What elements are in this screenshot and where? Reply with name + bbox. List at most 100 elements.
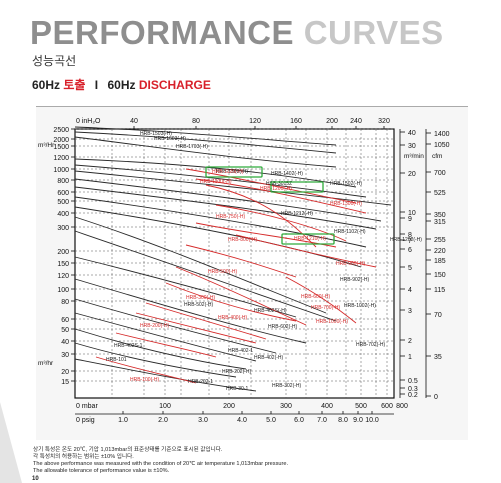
bottom-psig-label: 1.0 [118, 417, 128, 424]
black-pump-curve [74, 178, 382, 222]
black-curve-label: HRB-1102(-H) [334, 229, 366, 235]
top-axis-label: 40 [130, 118, 138, 125]
right-axis-a-unit: m³/min [404, 153, 424, 160]
red-curve-label: HRB-1000(-H) [316, 319, 348, 325]
left-axis-label: 1000 [53, 167, 69, 174]
red-pump-curve [115, 332, 217, 358]
left-axis-label: 30 [61, 352, 69, 359]
right-axis-b-unit: cfm [432, 153, 442, 160]
black-pump-curve [74, 230, 337, 322]
black-pump-curve [74, 196, 367, 248]
red-curve-label: HRB-1300(-H) [330, 201, 362, 207]
left-axis-label: 200 [57, 249, 69, 256]
title-main: PERFORMANCE [30, 14, 295, 51]
bottom-psig-label: 4.0 [237, 417, 247, 424]
right-axis-a-label: 6 [408, 247, 412, 254]
hz-separator: I [94, 78, 99, 92]
black-curve-label: HRB-1212(-H) [281, 211, 313, 217]
left-axis-label: 2500 [53, 127, 69, 134]
black-curve-label: HRB-1202(-H) [390, 237, 422, 243]
black-pump-curve [74, 126, 337, 146]
bottom-mbar-prefix: 0 mbar [76, 403, 98, 410]
right-axis-a-label: 30 [408, 143, 416, 150]
left-axis-label: 100 [57, 287, 69, 294]
black-curve-label: HRB-402S-1 [114, 343, 143, 349]
black-curve-label: HRB-902(-H) [340, 277, 370, 283]
footnote-en-2: The allowable tolerance of performance v… [33, 467, 170, 474]
red-pump-curve [185, 168, 357, 204]
highlight-box [270, 181, 324, 193]
right-axis-b-label: 315 [434, 219, 446, 226]
page-number: 10 [32, 476, 39, 482]
right-axis-a-label: 4 [408, 287, 412, 294]
page-corner-decoration [0, 402, 22, 483]
red-pump-curve [215, 204, 347, 242]
red-pump-curve [285, 276, 357, 324]
left-axis-label: 1200 [53, 155, 69, 162]
black-curve-label: HRB-1703(-H) [176, 144, 208, 150]
left-axis-label: 1500 [53, 144, 69, 151]
red-curve-label: HRB-1120(-H) [212, 169, 244, 175]
top-axis-label: 320 [378, 118, 390, 125]
red-curve-label: HRB-400(-H) [218, 315, 248, 321]
bottom-psig-label: 10.0 [365, 417, 379, 424]
right-axis-b-label: 35 [434, 354, 442, 361]
footnote-en-1: The above performance was measured with … [33, 460, 289, 467]
right-axis-b-label: 220 [434, 248, 446, 255]
left-axis-label: 500 [57, 199, 69, 206]
hz-right: 60Hz [107, 78, 136, 92]
red-curve-label: HRB-500(-H) [208, 269, 238, 275]
black-curve-label: HRB-1002(-H) [344, 303, 376, 309]
hz-right-red: DISCHARGE [138, 78, 211, 92]
right-axis-b-label: 115 [434, 287, 445, 294]
red-curve-label: HRB-800(-H) [228, 237, 258, 243]
right-axis-a-label: 2 [408, 338, 412, 345]
black-curve-label: HRB-502(-H) [184, 302, 214, 308]
bottom-psig-label: 5.0 [266, 417, 276, 424]
highlight-box [281, 233, 335, 245]
top-axis-label: 200 [326, 118, 338, 125]
black-pump-curve [74, 158, 357, 188]
left-axis-label: 600 [57, 190, 69, 197]
top-axis-label: 120 [249, 118, 261, 125]
right-axis-b-label: 150 [434, 272, 446, 279]
black-pump-curve [74, 278, 307, 344]
right-axis-a-label: 7 [408, 238, 412, 245]
bottom-mbar-label: 100 [159, 403, 171, 410]
right-axis-b-label: 70 [434, 312, 442, 319]
red-curve-label: HRB-300(-H) [186, 295, 216, 301]
left-axis-label: 2000 [53, 137, 69, 144]
right-axis-a-label: 1 [408, 354, 412, 361]
right-axis-a-label: 8 [408, 232, 412, 239]
black-pump-curve [74, 328, 247, 370]
black-curve-label: HRB-402(-H) [254, 355, 284, 361]
page-subtitle: 성능곡선 [32, 54, 77, 68]
chart-panel: 2500 2000 1500 1200 1000 800 600 500 400 300 200 15… [36, 106, 468, 440]
black-curve-label: HSB-3015Z [266, 181, 292, 187]
bottom-psig-label: 8.0 [338, 417, 348, 424]
right-axis-b-label: 350 [434, 212, 446, 219]
left-axis-label: 150 [57, 261, 69, 268]
title-accent: CURVES [303, 14, 444, 51]
left-axis-label: 60 [61, 317, 69, 324]
red-curve-label: HRB-100(-H) [130, 377, 160, 383]
right-axis-b-label: 1400 [434, 131, 450, 138]
bottom-psig-prefix: 0 psig [76, 417, 95, 424]
bottom-psig-label: 9.0 [353, 417, 363, 424]
highlight-box [205, 166, 263, 178]
right-axis-a-label: 10 [408, 210, 416, 217]
black-pump-curve [74, 312, 257, 362]
top-axis-label: 80 [192, 118, 200, 125]
left-axis-unit: m³/hr [38, 360, 54, 367]
performance-chart: 2500200015001200100080060050040030020015… [38, 118, 450, 424]
black-curve-label: HRB-1402(-H) [271, 171, 303, 177]
right-axis-b-label: 1050 [434, 142, 450, 149]
right-axis-a-label: 20 [408, 171, 416, 178]
black-curve-label: HRB-302(-H) [272, 383, 302, 389]
right-axis-a-label: 9 [408, 216, 412, 223]
left-axis-label: 800 [57, 178, 69, 185]
right-axis-b-label: 255 [434, 237, 446, 244]
black-curve-label: HRB-1603(-H) [154, 136, 186, 142]
bottom-mbar-label: 400 [321, 403, 333, 410]
red-pump-curve [195, 178, 367, 214]
